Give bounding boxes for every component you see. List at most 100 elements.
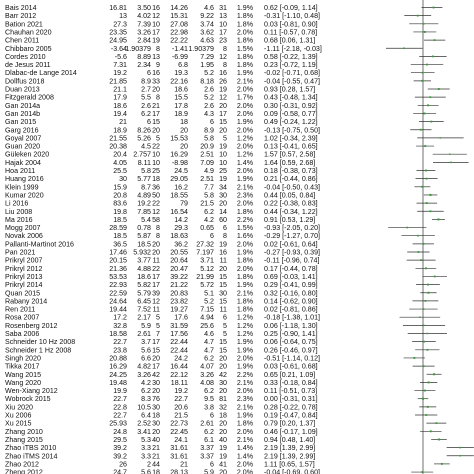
cell-ci: -0.31 [-1.10, 0.48] bbox=[264, 12, 320, 20]
cell-weight: 1.2% bbox=[237, 330, 254, 338]
cell-m1: 21.36 bbox=[109, 265, 127, 273]
cell-n1: 12 bbox=[152, 297, 160, 305]
cell-n2: 20 bbox=[219, 420, 227, 428]
cell-study: Dlabac-de Lange 2014 bbox=[5, 69, 77, 77]
cell-weight: 2.0% bbox=[237, 102, 254, 110]
cell-ci: 0.09 [-0.58, 0.77] bbox=[264, 110, 318, 118]
cell-ci: 1.02 [-0.34, 2.39] bbox=[264, 134, 318, 142]
cell-sd1: 2.17 bbox=[137, 314, 151, 322]
cell-n1: 33 bbox=[152, 77, 160, 85]
cell-n2: 19 bbox=[219, 240, 227, 248]
cell-study: Xiu 2020 bbox=[5, 403, 33, 411]
cell-n2: 23 bbox=[219, 37, 227, 45]
cell-m1: 25.93 bbox=[109, 420, 127, 428]
cell-ci: 1.11 [0.65, 1.57] bbox=[264, 460, 315, 468]
cell-sd1: 5.82 bbox=[137, 281, 151, 289]
cell-sd2: 5.12 bbox=[200, 265, 214, 273]
cell-ci: 0.94 [0.48, 1.40] bbox=[264, 436, 315, 444]
cell-n2: 15 bbox=[219, 118, 227, 126]
cell-m1: 22.7 bbox=[113, 338, 127, 346]
cell-m1: 19.8 bbox=[113, 208, 127, 216]
effect-marker bbox=[425, 414, 428, 416]
cell-n2: 30 bbox=[219, 191, 227, 199]
cell-weight: 2.0% bbox=[237, 387, 254, 395]
cell-weight: 1.5% bbox=[237, 45, 254, 53]
cell-m2: 24.1 bbox=[174, 436, 188, 444]
cell-ci: 0.68 [0.06, 1.31] bbox=[264, 37, 315, 45]
cell-weight: 1.8% bbox=[237, 37, 254, 45]
cell-sd1: 4.5 bbox=[141, 143, 151, 151]
cell-n1: 21 bbox=[152, 102, 160, 110]
cell-m1: 21.85 bbox=[109, 77, 127, 85]
cell-m1: 28.59 bbox=[109, 224, 127, 232]
cell-study: Prikryl 2014 bbox=[5, 281, 43, 289]
cell-study: Ma 2016 bbox=[5, 216, 33, 224]
cell-weight: 2.1% bbox=[237, 379, 254, 387]
cell-n2: 20 bbox=[219, 428, 227, 436]
cell-sd1: 18.6 bbox=[137, 273, 151, 281]
effect-marker bbox=[420, 259, 423, 262]
cell-m1: 21.1 bbox=[113, 86, 127, 94]
cell-n2: 81 bbox=[219, 395, 227, 403]
cell-study: Fitzgerald 2008 bbox=[5, 94, 54, 102]
cell-study: Wobrock 2015 bbox=[5, 395, 51, 403]
cell-sd1: 7.52 bbox=[137, 306, 151, 314]
cell-n1: 20 bbox=[152, 126, 160, 134]
cell-m1: 19.48 bbox=[109, 379, 127, 387]
cell-sd2: 2.51 bbox=[200, 151, 214, 159]
cell-study: Guan 2020 bbox=[5, 143, 40, 151]
cell-m1: 18.5 bbox=[113, 232, 127, 240]
cell-sd2: 4.94 bbox=[200, 314, 214, 322]
cell-m1: 22.93 bbox=[109, 281, 127, 289]
cell-n1: 30 bbox=[152, 403, 160, 411]
cell-m2: 16.29 bbox=[170, 151, 188, 159]
cell-n2: 8 bbox=[223, 61, 227, 69]
cell-sd2: 5.8 bbox=[204, 134, 214, 142]
cell-m1: 19.4 bbox=[113, 110, 127, 118]
cell-weight: 1.9% bbox=[237, 346, 254, 354]
cell-m2: 22.45 bbox=[170, 428, 188, 436]
cell-n1: 15 bbox=[152, 346, 160, 354]
cell-sd2: 8.9 bbox=[204, 126, 214, 134]
effect-marker bbox=[424, 267, 427, 270]
cell-ci: -0.93 [-2.05, 0.20] bbox=[264, 224, 320, 232]
cell-n1: 17 bbox=[152, 281, 160, 289]
cell-m2: 24.5 bbox=[174, 167, 188, 175]
cell-ci: -0.13 [-0.75, 0.50] bbox=[264, 126, 320, 134]
cell-m1: 22.7 bbox=[113, 395, 127, 403]
cell-sd2: 7.7 bbox=[204, 183, 214, 191]
cell-sd1: 4.89 bbox=[137, 191, 151, 199]
cell-n1: 17 bbox=[152, 28, 160, 36]
cell-n2: 11 bbox=[220, 257, 227, 265]
cell-ci: 0.02 [-0.61, 0.64] bbox=[264, 240, 318, 248]
cell-sd1: 5.8 bbox=[141, 167, 151, 175]
cell-n2: 15 bbox=[219, 338, 227, 346]
cell-study: Mogg 2007 bbox=[5, 224, 41, 232]
cell-weight: 1.5% bbox=[237, 224, 254, 232]
cell-ci: -0.02 [-0.71, 0.68] bbox=[264, 69, 320, 77]
cell-n2: 19 bbox=[219, 143, 227, 151]
effect-marker bbox=[424, 145, 427, 147]
cell-weight: 1.8% bbox=[237, 306, 254, 314]
cell-sd2: 4.9 bbox=[204, 167, 214, 175]
cell-m1: 16.29 bbox=[109, 363, 127, 371]
cell-m2: 19.27 bbox=[170, 306, 188, 314]
cell-m1: 20.4 bbox=[113, 151, 127, 159]
cell-ci: 0.33 [-0.18, 0.84] bbox=[264, 379, 318, 387]
cell-n1: 10 bbox=[152, 159, 160, 167]
effect-marker bbox=[424, 300, 427, 302]
cell-n1: 36 bbox=[152, 183, 160, 191]
cell-ci: 1.57 [0.57, 2.58] bbox=[264, 151, 315, 159]
cell-n2: 26 bbox=[219, 77, 227, 85]
cell-sd1: 8.9 bbox=[141, 77, 151, 85]
cell-study: Wen-Xiang 2012 bbox=[5, 387, 58, 395]
effect-marker bbox=[459, 446, 462, 449]
cell-sd1: 5.87 bbox=[137, 232, 151, 240]
cell-m1: 22.8 bbox=[113, 403, 127, 411]
cell-m2: 18.63 bbox=[170, 232, 188, 240]
cell-sd2: 6.2 bbox=[204, 208, 214, 216]
cell-m1: 19.9 bbox=[113, 387, 127, 395]
effect-marker bbox=[437, 88, 440, 90]
cell-sd2: 4.3 bbox=[204, 110, 214, 118]
cell-m2: 18.6 bbox=[174, 86, 188, 94]
